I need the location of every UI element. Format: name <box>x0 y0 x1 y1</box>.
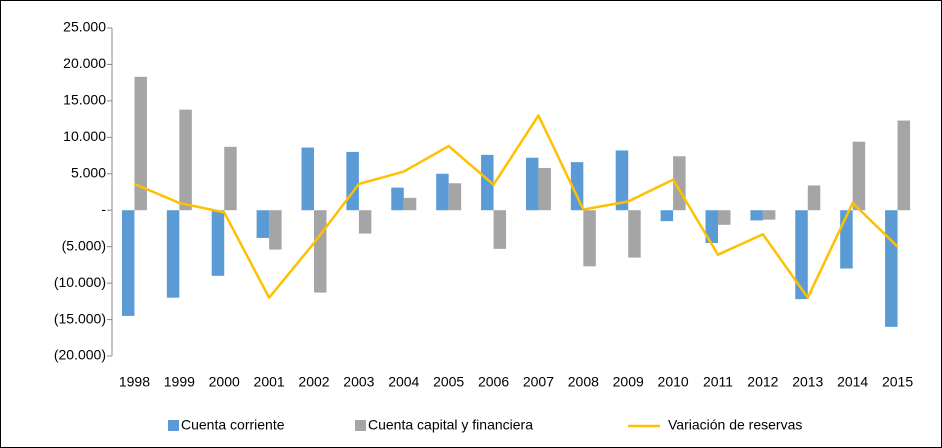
bar <box>403 197 417 211</box>
bar <box>615 150 629 211</box>
x-tick-label: 2015 <box>882 374 913 390</box>
bar <box>346 151 359 211</box>
legend-label: Cuenta corriente <box>181 417 285 433</box>
bar <box>705 210 718 244</box>
bar <box>314 210 327 293</box>
y-tick-label: (15.000) <box>54 310 106 326</box>
y-tick-label: (5.000) <box>62 237 106 253</box>
x-tick-label: 2007 <box>523 374 554 390</box>
x-tick-label: 2002 <box>298 374 329 390</box>
bar <box>179 109 192 211</box>
bar <box>448 183 462 211</box>
bar <box>583 210 596 267</box>
line <box>133 114 899 299</box>
x-tick-label: 2008 <box>568 374 599 390</box>
bar <box>795 210 808 300</box>
bar <box>269 210 282 250</box>
y-tick-label: 5.000 <box>71 164 106 180</box>
bar <box>660 210 674 222</box>
x-tick-label: 2011 <box>703 374 733 390</box>
x-tick-label: 2012 <box>747 374 778 390</box>
legend-label: Variación de reservas <box>668 417 802 433</box>
bar <box>166 210 180 298</box>
bar <box>570 162 584 211</box>
bar <box>807 185 821 211</box>
bar <box>750 210 763 221</box>
y-tick-label: - <box>101 201 106 217</box>
bar <box>134 76 147 211</box>
y-tick-label: 25.000 <box>63 19 106 35</box>
x-tick-label: 2005 <box>433 374 464 390</box>
bar <box>762 210 776 220</box>
x-tick-label: 2013 <box>792 374 823 390</box>
bar <box>224 146 237 211</box>
bar <box>256 210 270 238</box>
y-tick-label: 10.000 <box>63 128 106 144</box>
legend-swatch <box>355 420 366 431</box>
bar <box>481 154 494 211</box>
x-tick-label: 2010 <box>658 374 689 390</box>
bar <box>301 147 314 211</box>
y-tick-label: 15.000 <box>63 92 106 108</box>
bar <box>718 210 731 225</box>
x-tick-label: 1999 <box>164 374 195 390</box>
x-tick-label: 1998 <box>119 374 150 390</box>
bar <box>525 157 539 211</box>
y-tick-label: (10.000) <box>54 274 106 290</box>
bar <box>211 210 225 276</box>
x-tick-label: 2001 <box>254 374 285 390</box>
bar <box>897 120 911 211</box>
bar <box>538 167 551 211</box>
x-tick-label: 2006 <box>478 374 509 390</box>
x-tick-label: 2014 <box>837 374 868 390</box>
legend-swatch <box>168 420 179 431</box>
x-tick-label: 2000 <box>209 374 240 390</box>
y-tick-label: 20.000 <box>63 55 106 71</box>
bar <box>885 210 898 327</box>
x-tick-label: 2004 <box>388 374 419 390</box>
y-tick-label: (20.000) <box>54 347 106 363</box>
legend-label: Cuenta capital y financiera <box>368 417 533 433</box>
bar <box>493 210 507 249</box>
bar <box>121 210 135 316</box>
bar <box>391 187 404 211</box>
bar <box>436 173 449 211</box>
x-tick-label: 2003 <box>343 374 374 390</box>
bar <box>358 210 372 234</box>
x-tick-label: 2009 <box>613 374 644 390</box>
bar <box>852 141 866 211</box>
bar <box>628 210 641 258</box>
